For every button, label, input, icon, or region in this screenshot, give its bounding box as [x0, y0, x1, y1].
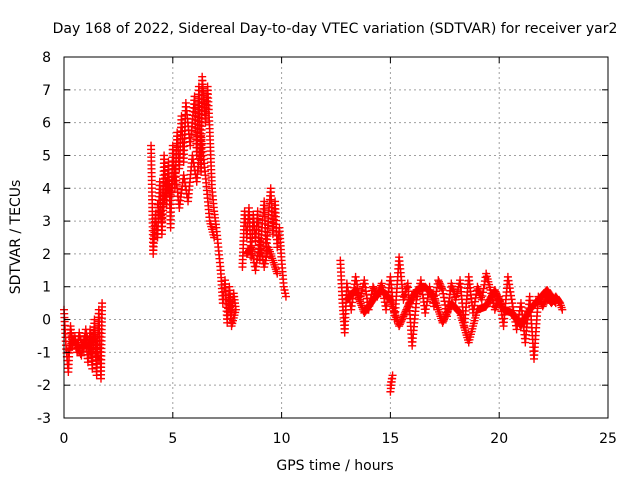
y-tick-label: -1 — [37, 345, 51, 361]
x-tick-label: 0 — [60, 431, 69, 447]
data-point — [210, 233, 219, 242]
data-point — [386, 387, 395, 396]
data-point — [351, 272, 360, 281]
data-point — [94, 354, 103, 363]
data-point — [356, 299, 365, 308]
y-tick-label: 8 — [42, 50, 51, 66]
y-tick-label: -2 — [37, 378, 51, 394]
grid — [64, 57, 608, 418]
data-point — [355, 297, 364, 306]
data-point — [82, 329, 91, 338]
plot-area — [60, 72, 567, 396]
y-tick-label: 2 — [42, 247, 51, 263]
data-point — [357, 301, 366, 310]
y-tick-label: 3 — [42, 214, 51, 230]
data-point — [353, 289, 362, 298]
y-axis-label: SDTVAR / TECUs — [8, 180, 24, 295]
y-tick-label: 5 — [42, 148, 51, 164]
data-point — [273, 269, 282, 278]
data-point — [353, 291, 362, 300]
x-tick-label: 20 — [490, 431, 508, 447]
data-point — [351, 286, 360, 295]
y-tick-label: 4 — [42, 181, 51, 197]
y-tick-label: 6 — [42, 116, 51, 132]
x-tick-label: 15 — [381, 431, 399, 447]
y-tick-label: 7 — [42, 83, 51, 99]
data-point — [558, 305, 567, 314]
data-point — [81, 325, 90, 334]
data-point — [352, 287, 361, 296]
data-point — [355, 295, 364, 304]
y-tick-label: -3 — [37, 411, 51, 427]
data-point — [354, 293, 363, 302]
chart-title: Day 168 of 2022, Sidereal Day-to-day VTE… — [53, 21, 618, 37]
x-axis-label: GPS time / hours — [276, 458, 393, 474]
x-tick-label: 25 — [599, 431, 617, 447]
data-point — [225, 295, 234, 304]
data-point — [454, 307, 463, 316]
axes: 0 5 10 15 20 25 -3 -2 -1 0 1 2 3 4 5 6 7 8 — [37, 50, 617, 447]
data-point — [551, 299, 560, 308]
x-tick-label: 10 — [273, 431, 291, 447]
data-point — [281, 292, 290, 301]
y-tick-label: 0 — [42, 313, 51, 329]
data-point — [551, 298, 560, 307]
data-point — [352, 276, 361, 285]
data-point — [437, 284, 446, 293]
y-tick-label: 1 — [42, 280, 51, 296]
plot-frame — [63, 56, 609, 419]
data-point — [83, 336, 92, 345]
data-point — [247, 243, 256, 252]
data-point — [353, 280, 362, 289]
data-point — [98, 299, 107, 308]
x-tick-label: 5 — [168, 431, 177, 447]
data-point — [83, 333, 92, 342]
